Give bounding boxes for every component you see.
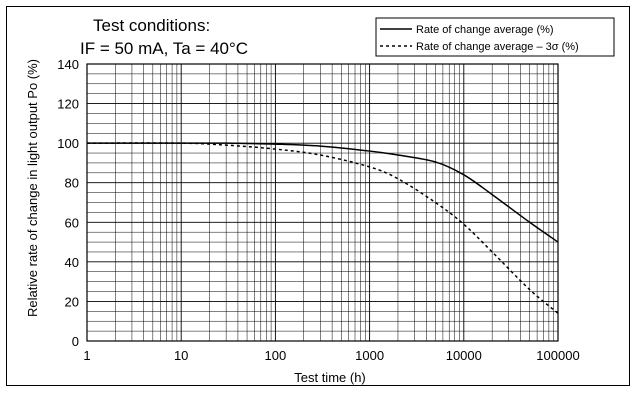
legend-box (375, 17, 615, 57)
plot-area (86, 63, 559, 342)
legend-label-average: Rate of change average (%) (416, 24, 554, 36)
x-tick-label: 1000 (355, 348, 384, 363)
x-tick-label: 1 (83, 348, 90, 363)
y-tick-label: 0 (72, 334, 79, 349)
y-axis-label: Relative rate of change in light output … (25, 59, 40, 317)
legend-label-minus-3sigma: Rate of change average – 3σ (%) (416, 41, 579, 53)
x-tick-label: 10000 (446, 348, 482, 363)
y-tick-label: 60 (65, 215, 79, 230)
x-tick-label: 100 (265, 348, 287, 363)
title-line-2: IF = 50 mA, Ta = 40°C (80, 39, 248, 58)
y-tick-label: 80 (65, 176, 79, 191)
y-tick-label: 40 (65, 255, 79, 270)
series-line-average-minus-3sigma (86, 142, 559, 314)
x-tick-label: 100000 (536, 348, 579, 363)
y-tick-label: 140 (57, 57, 79, 72)
tick-labels: 1 10 100 1000 10000 100000 0 20 40 60 80 100 120 140 (57, 57, 579, 363)
series-layer (86, 142, 559, 314)
y-tick-label: 20 (65, 294, 79, 309)
grid (86, 63, 558, 342)
y-tick-label: 120 (57, 97, 79, 112)
series-line-average (87, 142, 559, 243)
x-axis-label: Test time (h) (294, 370, 366, 385)
x-tick-label: 10 (174, 348, 188, 363)
legend: Rate of change average (%) Rate of chang… (375, 17, 615, 57)
y-tick-label: 100 (57, 136, 79, 151)
title-line-1: Test conditions: (93, 16, 210, 35)
chart-frame (6, 6, 630, 386)
